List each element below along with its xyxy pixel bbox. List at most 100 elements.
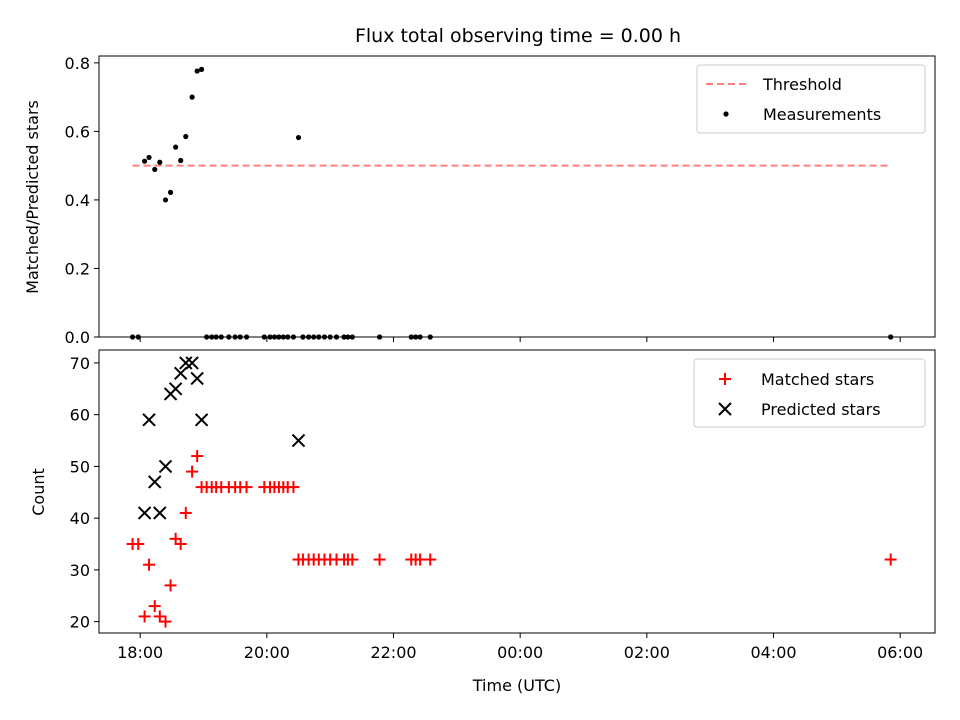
measurement-point [167, 189, 174, 195]
bottom-panel: 20 30 40 50 60 70 18:00 20:00 22:00 00:00 02:00 04… [29, 349, 936, 695]
matched-star-marker [884, 553, 897, 566]
top-panel: 0.00.20.40.60.8 Matched/Predicted stars … [23, 54, 936, 347]
matched-star-marker [132, 538, 145, 551]
measurement-point [162, 197, 169, 203]
measurement-point [243, 334, 250, 340]
predicted-star-marker [173, 366, 188, 380]
measurement-point [316, 334, 322, 340]
measurement-point [311, 334, 317, 340]
top-y-ticks: 0.0 0.2 0.4 0.6 0.8 [65, 54, 99, 347]
matched-star-marker [153, 610, 166, 623]
measurement-point [376, 334, 383, 340]
bottom-x-tick-label: 00:00 [497, 643, 543, 662]
measurement-point [199, 66, 205, 72]
predicted-star-marker [194, 413, 209, 427]
bottom-legend-box [693, 358, 926, 428]
top-y-tick-label: 0.0 [65, 328, 90, 347]
bottom-y-ticks: 20 30 40 50 60 70 [70, 354, 99, 632]
measurement-point [267, 334, 273, 340]
bottom-x-tick-label: 18:00 [117, 643, 163, 662]
measurement-point [142, 158, 148, 164]
bottom-y-tick-label: 60 [70, 406, 90, 425]
predicted-star-marker [158, 459, 173, 474]
measurement-point [271, 334, 278, 340]
bottom-x-tick-label: 04:00 [750, 643, 796, 662]
measurement-point [157, 159, 163, 165]
top-y-tick-label: 0.4 [65, 191, 90, 210]
bottom-x-tick-label: 06:00 [877, 643, 923, 662]
measurement-point [427, 334, 433, 340]
bottom-x-tick-label: 02:00 [624, 643, 670, 662]
predicted-star-marker [148, 475, 162, 489]
bottom-y-axis-label: Count [29, 468, 48, 516]
legend-measurements-swatch [723, 111, 729, 117]
bottom-x-tick-label: 22:00 [370, 643, 416, 662]
top-y-tick-label: 0.2 [65, 259, 90, 278]
measurement-point [888, 334, 894, 340]
legend-matched-swatch [719, 373, 731, 385]
measurement-point [226, 334, 232, 340]
top-y-tick-label: 0.6 [65, 122, 90, 141]
matched-star-marker [174, 538, 187, 551]
matched-star-marker [424, 553, 437, 566]
measurement-point [413, 334, 419, 340]
legend-measurements-label: Measurements [763, 105, 881, 124]
measurement-point [290, 334, 297, 340]
measurement-point [183, 133, 189, 140]
matched-star-marker [373, 553, 386, 566]
top-legend-box [696, 64, 926, 134]
measurement-point [417, 334, 423, 340]
matched-star-marker [191, 450, 204, 463]
measurement-point [204, 334, 210, 340]
top-y-axis-label: Matched/Predicted stars [23, 100, 42, 294]
matched-star-marker [287, 481, 300, 494]
measurement-point [173, 144, 179, 150]
measurement-point [408, 334, 414, 340]
measurement-point [178, 157, 184, 164]
measurement-point [189, 94, 195, 100]
top-axes-frame [98, 55, 936, 338]
bottom-axes-frame [98, 349, 936, 634]
measurement-points [129, 66, 894, 340]
predicted-star-markers [137, 356, 306, 520]
measurement-point [209, 334, 215, 340]
measurement-point [232, 334, 238, 340]
matched-star-marker [240, 481, 253, 494]
predicted-star-marker [291, 433, 306, 448]
measurement-point [333, 334, 340, 340]
measurement-point [306, 334, 312, 340]
matched-star-marker [159, 615, 172, 628]
matched-star-marker [148, 600, 161, 613]
bottom-y-tick-label: 50 [70, 457, 90, 476]
measurement-point [261, 334, 267, 340]
predicted-star-marker [142, 413, 156, 427]
matched-star-marker [186, 465, 199, 478]
predicted-star-marker [137, 506, 152, 520]
measurement-point [152, 166, 158, 173]
measurement-point [295, 134, 302, 141]
measurement-point [135, 334, 141, 340]
bottom-y-tick-label: 20 [70, 613, 90, 632]
matched-star-marker [179, 506, 192, 519]
matched-star-marker [164, 579, 177, 592]
measurement-point [327, 334, 333, 340]
measurement-point [213, 334, 219, 340]
predicted-star-marker [168, 382, 183, 396]
predicted-star-marker [190, 371, 204, 386]
predicted-star-marker [179, 356, 193, 370]
measurement-point [129, 334, 136, 340]
x-axis-label: Time (UTC) [472, 676, 561, 695]
predicted-star-marker [153, 506, 167, 520]
top-y-tick-label: 0.8 [65, 54, 90, 73]
measurement-point [341, 334, 347, 340]
bottom-y-tick-label: 70 [70, 354, 90, 373]
measurement-point [194, 68, 200, 74]
chart-title: Flux total observing time = 0.00 h [355, 25, 681, 47]
legend-predicted-label: Predicted stars [761, 400, 881, 419]
bottom-x-ticks: 18:00 20:00 22:00 00:00 02:00 04:00 06:00 [117, 633, 923, 662]
measurement-point [300, 334, 306, 340]
measurement-point [280, 334, 286, 340]
measurement-point [349, 334, 355, 340]
bottom-x-tick-label: 20:00 [244, 643, 290, 662]
